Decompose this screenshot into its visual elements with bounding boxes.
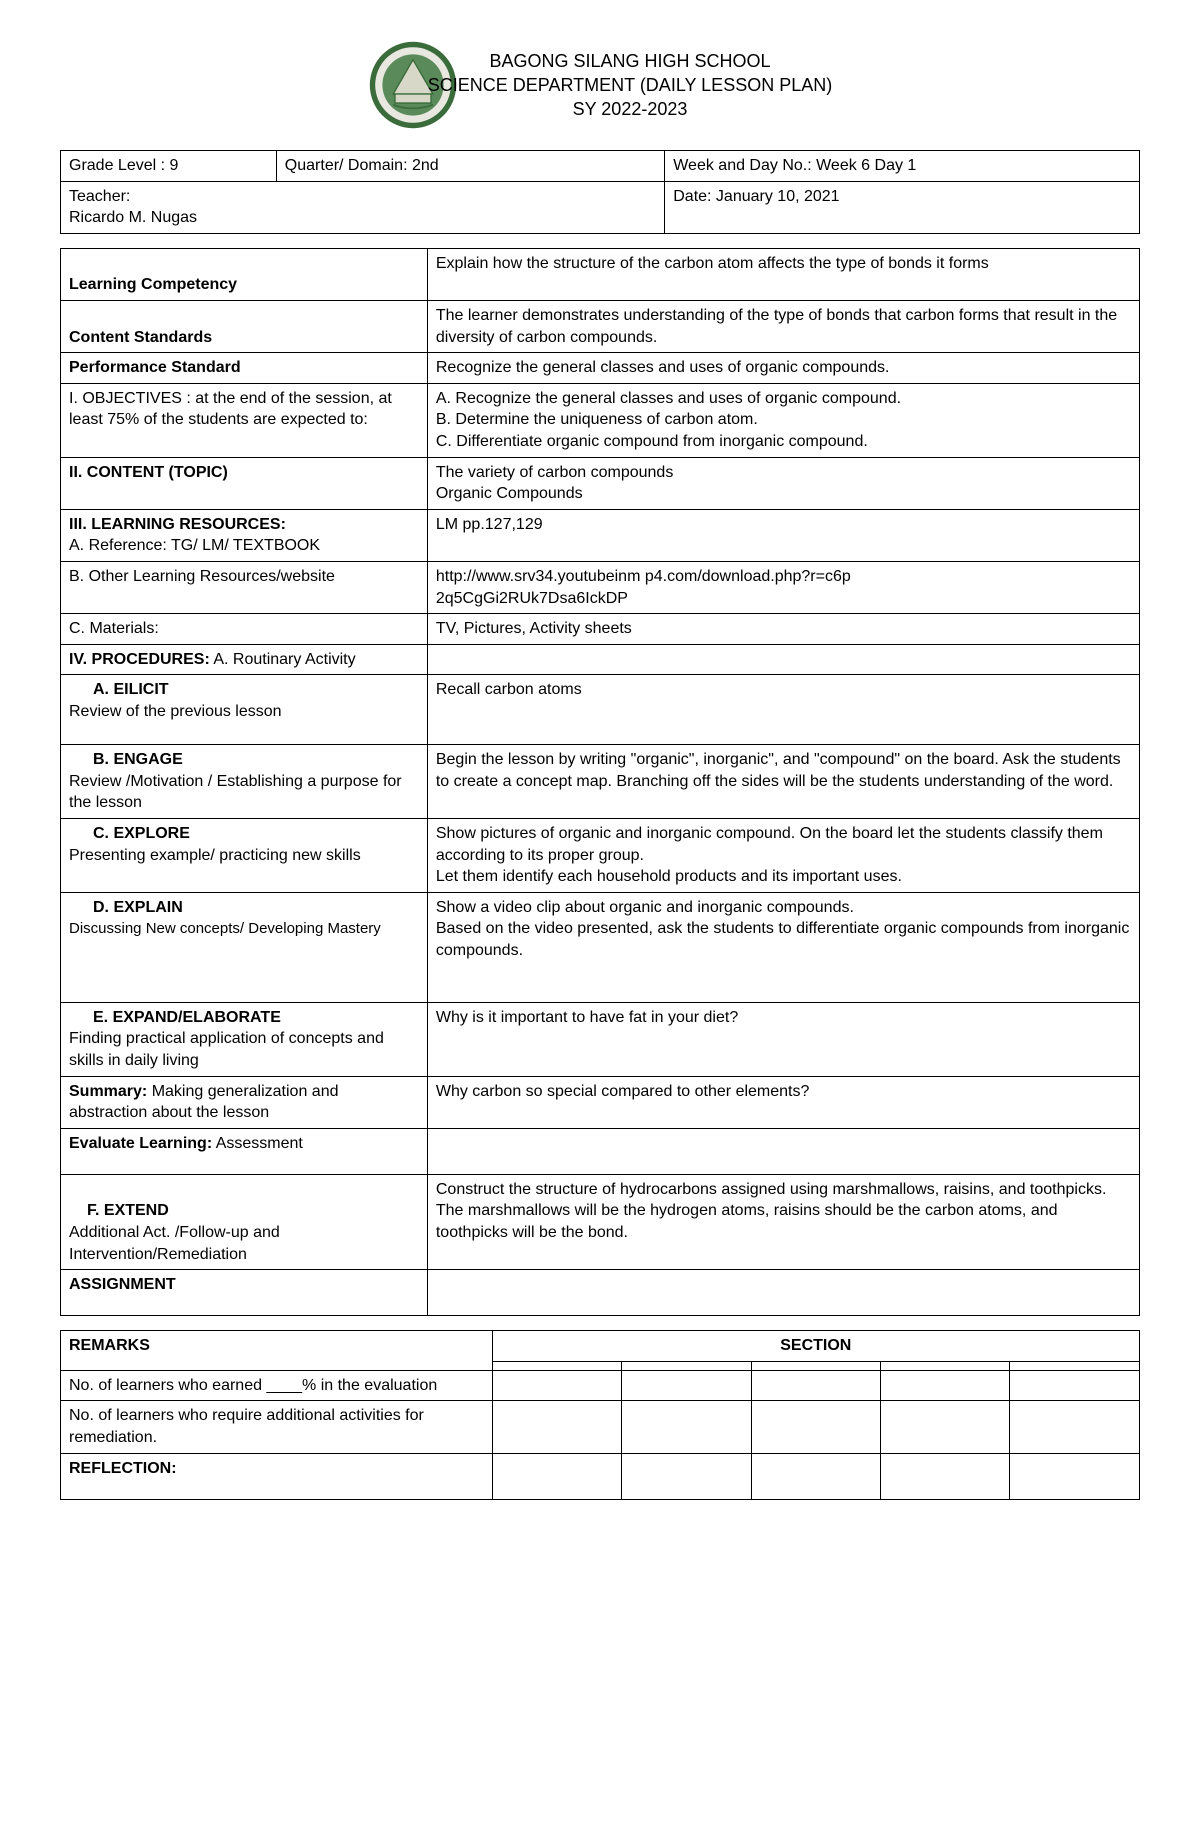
- objectives-label: I. OBJECTIVES : at the end of the sessio…: [61, 383, 428, 457]
- section-col-1: [492, 1361, 621, 1370]
- department-line: SCIENCE DEPARTMENT (DAILY LESSON PLAN): [428, 73, 832, 97]
- other-resources-value: http://www.srv34.youtubeinm p4.com/downl…: [427, 561, 1139, 613]
- section-col-4: [881, 1361, 1010, 1370]
- quarter-domain: Quarter/ Domain: 2nd: [276, 151, 664, 182]
- section-col-5: [1010, 1361, 1140, 1370]
- summary-label: Summary: Making generalization and abstr…: [61, 1076, 428, 1128]
- assignment-value: [427, 1270, 1139, 1316]
- expand-label: E. EXPAND/ELABORATE Finding practical ap…: [61, 1002, 428, 1076]
- learning-resources-label: III. LEARNING RESOURCES: A. Reference: T…: [61, 509, 428, 561]
- explain-value: Show a video clip about organic and inor…: [427, 892, 1139, 1002]
- content-topic-label: II. CONTENT (TOPIC): [61, 457, 428, 509]
- learning-competency-label: Learning Competency: [61, 248, 428, 300]
- explain-label: D. EXPLAIN Discussing New concepts/ Deve…: [61, 892, 428, 1002]
- performance-standard-label: Performance Standard: [61, 353, 428, 384]
- reflection-label: REFLECTION:: [61, 1453, 493, 1499]
- teacher-name: Ricardo M. Nugas: [69, 209, 197, 226]
- content-standards-label: Content Standards: [61, 300, 428, 352]
- header-text: BAGONG SILANG HIGH SCHOOL SCIENCE DEPART…: [428, 49, 832, 122]
- evaluate-label: Evaluate Learning: Assessment: [61, 1128, 428, 1174]
- performance-standard-value: Recognize the general classes and uses o…: [427, 353, 1139, 384]
- elicit-value: Recall carbon atoms: [427, 675, 1139, 745]
- engage-label: B. ENGAGE Review /Motivation / Establish…: [61, 745, 428, 819]
- learning-resources-value: LM pp.127,129: [427, 509, 1139, 561]
- teacher-cell: Teacher: Ricardo M. Nugas: [61, 181, 665, 233]
- info-table: Grade Level : 9 Quarter/ Domain: 2nd Wee…: [60, 150, 1140, 234]
- remarks-row-1: No. of learners who earned ____% in the …: [61, 1370, 493, 1401]
- objectives-value: A. Recognize the general classes and use…: [427, 383, 1139, 457]
- document-header: BAGONG SILANG HIGH SCHOOL SCIENCE DEPART…: [60, 40, 1140, 130]
- teacher-label: Teacher:: [69, 188, 130, 205]
- extend-value: Construct the structure of hydrocarbons …: [427, 1174, 1139, 1269]
- expand-value: Why is it important to have fat in your …: [427, 1002, 1139, 1076]
- section-col-3: [751, 1361, 880, 1370]
- elicit-label: A. EILICIT Review of the previous lesson: [61, 675, 428, 745]
- content-standards-value: The learner demonstrates understanding o…: [427, 300, 1139, 352]
- school-name: BAGONG SILANG HIGH SCHOOL: [428, 49, 832, 73]
- week-day: Week and Day No.: Week 6 Day 1: [665, 151, 1140, 182]
- learning-competency-value: Explain how the structure of the carbon …: [427, 248, 1139, 300]
- remarks-table: REMARKS SECTION No. of learners who earn…: [60, 1330, 1140, 1499]
- assignment-label: ASSIGNMENT: [61, 1270, 428, 1316]
- explore-value: Show pictures of organic and inorganic c…: [427, 819, 1139, 893]
- section-col-2: [622, 1361, 751, 1370]
- date-cell: Date: January 10, 2021: [665, 181, 1140, 233]
- procedures-value: [427, 644, 1139, 675]
- content-topic-value: The variety of carbon compounds Organic …: [427, 457, 1139, 509]
- school-year: SY 2022-2023: [428, 97, 832, 121]
- extend-label: F. EXTEND Additional Act. /Follow-up and…: [61, 1174, 428, 1269]
- grade-level: Grade Level : 9: [61, 151, 277, 182]
- explore-label: C. EXPLORE Presenting example/ practicin…: [61, 819, 428, 893]
- summary-value: Why carbon so special compared to other …: [427, 1076, 1139, 1128]
- remarks-header: REMARKS: [61, 1331, 493, 1371]
- other-resources-label: B. Other Learning Resources/website: [61, 561, 428, 613]
- procedures-label: IV. PROCEDURES: A. Routinary Activity: [61, 644, 428, 675]
- remarks-row-2: No. of learners who require additional a…: [61, 1401, 493, 1453]
- lesson-table: Learning Competency Explain how the stru…: [60, 248, 1140, 1316]
- engage-value: Begin the lesson by writing "organic", i…: [427, 745, 1139, 819]
- materials-value: TV, Pictures, Activity sheets: [427, 614, 1139, 645]
- section-header: SECTION: [492, 1331, 1139, 1362]
- evaluate-value: [427, 1128, 1139, 1174]
- materials-label: C. Materials:: [61, 614, 428, 645]
